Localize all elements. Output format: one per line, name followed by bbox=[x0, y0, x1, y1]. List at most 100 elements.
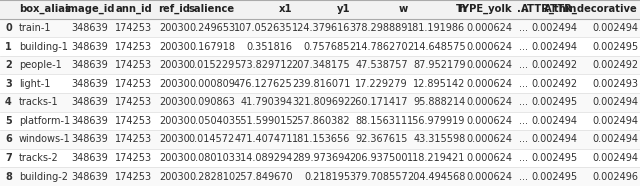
Text: 1: 1 bbox=[5, 41, 12, 52]
Text: ann_id: ann_id bbox=[115, 4, 152, 15]
Text: 156.979919: 156.979919 bbox=[407, 116, 465, 126]
Text: 174253: 174253 bbox=[115, 97, 152, 107]
Text: 348639: 348639 bbox=[72, 116, 108, 126]
Text: 124.379616: 124.379616 bbox=[292, 23, 350, 33]
Text: tracks-2: tracks-2 bbox=[19, 153, 59, 163]
Text: 0.080103: 0.080103 bbox=[189, 153, 235, 163]
Text: 0.002493: 0.002493 bbox=[592, 79, 638, 89]
Text: 573.829712: 573.829712 bbox=[234, 60, 292, 70]
Text: 20030: 20030 bbox=[159, 153, 190, 163]
Text: tracks-1: tracks-1 bbox=[19, 97, 58, 107]
Text: 0.000624: 0.000624 bbox=[467, 60, 513, 70]
Text: 206.937500: 206.937500 bbox=[349, 153, 408, 163]
Text: platform-1: platform-1 bbox=[19, 116, 70, 126]
Text: 0.002494: 0.002494 bbox=[531, 23, 577, 33]
FancyBboxPatch shape bbox=[410, 0, 467, 19]
FancyBboxPatch shape bbox=[0, 19, 640, 37]
Text: 20030: 20030 bbox=[159, 134, 190, 145]
Text: 43.315598: 43.315598 bbox=[413, 134, 465, 145]
Text: 314.089294: 314.089294 bbox=[234, 153, 292, 163]
Text: 8: 8 bbox=[5, 172, 12, 182]
Text: 0.002492: 0.002492 bbox=[531, 79, 577, 89]
FancyBboxPatch shape bbox=[294, 0, 352, 19]
Text: 0.090863: 0.090863 bbox=[189, 97, 235, 107]
Text: 41.790394: 41.790394 bbox=[241, 97, 292, 107]
Text: box_alias: box_alias bbox=[19, 4, 71, 15]
Text: building-2: building-2 bbox=[19, 172, 68, 182]
Text: 207.348175: 207.348175 bbox=[292, 60, 350, 70]
Text: 0.167918: 0.167918 bbox=[189, 41, 235, 52]
FancyBboxPatch shape bbox=[532, 0, 579, 19]
Text: 174253: 174253 bbox=[115, 153, 152, 163]
Text: 0.002494: 0.002494 bbox=[531, 134, 577, 145]
Text: y1: y1 bbox=[337, 4, 350, 14]
Text: ATTR_decorative: ATTR_decorative bbox=[545, 4, 638, 15]
FancyBboxPatch shape bbox=[0, 74, 640, 93]
Text: 20030: 20030 bbox=[159, 41, 190, 52]
Text: 0.050403: 0.050403 bbox=[189, 116, 235, 126]
Text: 0.002495: 0.002495 bbox=[592, 41, 638, 52]
Text: 0.000624: 0.000624 bbox=[467, 23, 513, 33]
Text: 4: 4 bbox=[5, 97, 12, 107]
Text: 174253: 174253 bbox=[115, 23, 152, 33]
Text: 471.407471: 471.407471 bbox=[234, 134, 292, 145]
Text: 17.229279: 17.229279 bbox=[355, 79, 408, 89]
Text: 174253: 174253 bbox=[115, 116, 152, 126]
Text: 181.191986: 181.191986 bbox=[407, 23, 465, 33]
Text: 20030: 20030 bbox=[159, 60, 190, 70]
Text: 0.000624: 0.000624 bbox=[467, 134, 513, 145]
FancyBboxPatch shape bbox=[0, 167, 640, 186]
Text: 0.000809: 0.000809 bbox=[189, 79, 235, 89]
Text: ...: ... bbox=[518, 172, 527, 182]
Text: 0.002494: 0.002494 bbox=[531, 41, 577, 52]
Text: 0.002494: 0.002494 bbox=[592, 97, 638, 107]
Text: 239.816071: 239.816071 bbox=[292, 79, 350, 89]
Text: 214.648575: 214.648575 bbox=[407, 41, 465, 52]
Text: 0.002494: 0.002494 bbox=[531, 116, 577, 126]
FancyBboxPatch shape bbox=[193, 0, 237, 19]
Text: 348639: 348639 bbox=[72, 172, 108, 182]
Text: ...: ... bbox=[518, 134, 527, 145]
Text: 348639: 348639 bbox=[72, 97, 108, 107]
Text: 0.000624: 0.000624 bbox=[467, 116, 513, 126]
Text: 0.218195: 0.218195 bbox=[304, 172, 350, 182]
Text: 47.538757: 47.538757 bbox=[355, 60, 408, 70]
Text: 0.002494: 0.002494 bbox=[592, 153, 638, 163]
Text: 0.002495: 0.002495 bbox=[531, 153, 577, 163]
Text: 289.973694: 289.973694 bbox=[292, 153, 350, 163]
Text: 0.000624: 0.000624 bbox=[467, 41, 513, 52]
Text: ref_id: ref_id bbox=[158, 4, 190, 15]
Text: ...: ... bbox=[518, 60, 527, 70]
Text: 0.002495: 0.002495 bbox=[531, 172, 577, 182]
Text: ...: ... bbox=[518, 79, 527, 89]
Text: 20030: 20030 bbox=[159, 97, 190, 107]
Text: ...: ... bbox=[518, 97, 527, 107]
Text: 0.000624: 0.000624 bbox=[467, 97, 513, 107]
Text: 0.002495: 0.002495 bbox=[531, 97, 577, 107]
Text: 551.599015: 551.599015 bbox=[234, 116, 292, 126]
Text: 348639: 348639 bbox=[72, 79, 108, 89]
Text: ...: ... bbox=[518, 116, 527, 126]
Text: image_id: image_id bbox=[65, 4, 115, 15]
FancyBboxPatch shape bbox=[237, 0, 294, 19]
Text: 348639: 348639 bbox=[72, 153, 108, 163]
Text: 214.786270: 214.786270 bbox=[349, 41, 408, 52]
Text: 12.895142: 12.895142 bbox=[413, 79, 465, 89]
Text: 379.708557: 379.708557 bbox=[349, 172, 408, 182]
Text: 348639: 348639 bbox=[72, 134, 108, 145]
Text: 20030: 20030 bbox=[159, 79, 190, 89]
Text: train-1: train-1 bbox=[19, 23, 51, 33]
Text: 204.494568: 204.494568 bbox=[407, 172, 465, 182]
Text: 7: 7 bbox=[5, 153, 12, 163]
FancyBboxPatch shape bbox=[579, 0, 640, 19]
Text: 0.002492: 0.002492 bbox=[592, 60, 638, 70]
Text: building-1: building-1 bbox=[19, 41, 68, 52]
Text: 0.351816: 0.351816 bbox=[246, 41, 292, 52]
Text: 0.015229: 0.015229 bbox=[189, 60, 235, 70]
Text: 118.219421: 118.219421 bbox=[407, 153, 465, 163]
Text: 174253: 174253 bbox=[115, 172, 152, 182]
Text: ...: ... bbox=[518, 41, 527, 52]
Text: 20030: 20030 bbox=[159, 116, 190, 126]
Text: 20030: 20030 bbox=[159, 23, 190, 33]
Text: 174253: 174253 bbox=[115, 134, 152, 145]
